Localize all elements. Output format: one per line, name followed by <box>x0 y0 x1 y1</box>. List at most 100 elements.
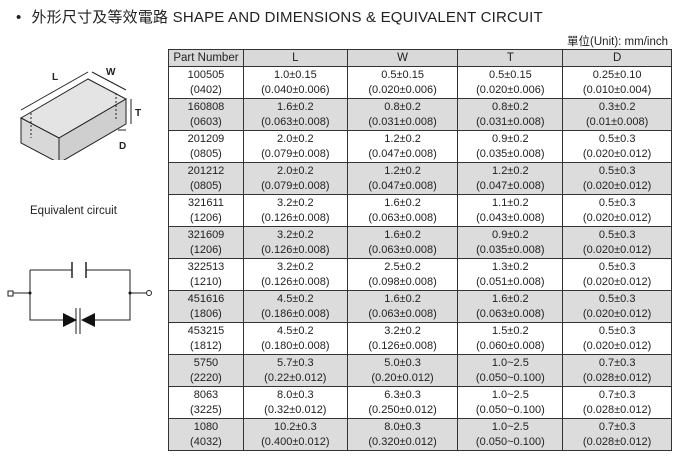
column-header: W <box>346 49 459 67</box>
mm-value: 1.5±0.2 <box>492 324 529 337</box>
inch-value: (0.020±0.012) <box>582 211 652 224</box>
mm-value: 322513 <box>187 260 225 273</box>
cell-part: 8063 (3225) <box>168 386 244 419</box>
cell-w: 2.5±0.2 (0.098±0.008) <box>346 258 459 291</box>
cell-part: 160808 (0603) <box>168 98 244 131</box>
equivalent-circuit-label: Equivalent circuit <box>30 205 117 217</box>
cell-w: 0.5±0.15 (0.020±0.006) <box>346 66 459 99</box>
bullet: • <box>16 9 22 26</box>
cell-w: 5.0±0.3 (0.20±0.012) <box>346 354 459 387</box>
inch-value: (1210) <box>190 275 222 288</box>
mm-value: 5.0±0.3 <box>384 356 421 369</box>
inch-value: (1206) <box>190 243 222 256</box>
inch-value: (0.01±0.008) <box>585 115 649 128</box>
cell-l: 3.2±0.2 (0.126±0.008) <box>242 226 348 259</box>
inch-value: (0.126±0.008) <box>261 243 330 256</box>
cell-l: 4.5±0.2 (0.186±0.008) <box>242 290 348 323</box>
mm-value: 0.5±0.3 <box>598 164 636 177</box>
inch-value: (0.186±0.008) <box>261 307 330 320</box>
cell-d: 0.7±0.3 (0.028±0.012) <box>562 418 672 451</box>
dim-label-l: L <box>52 72 58 83</box>
mm-value: 0.8±0.2 <box>384 100 421 113</box>
table-row: 321609 (1206) 3.2±0.2 (0.126±0.008) 1.6±0.2 (… <box>168 226 672 259</box>
page-title: • 外形尺寸及等效電路 SHAPE AND DIMENSIONS & EQUIVA… <box>16 6 543 27</box>
cell-part: 453215 (1812) <box>168 322 244 355</box>
mm-value: 1.6±0.2 <box>384 196 421 209</box>
cell-l: 8.0±0.3 (0.32±0.012) <box>242 386 348 419</box>
cell-l: 2.0±0.2 (0.079±0.008) <box>242 162 348 195</box>
inch-value: (3225) <box>190 403 222 416</box>
mm-value: 2.0±0.2 <box>277 132 314 145</box>
mm-value: 0.5±0.15 <box>381 68 424 81</box>
mm-value: 1.3±0.2 <box>492 260 529 273</box>
inch-value: (0.047±0.008) <box>368 147 437 160</box>
cell-w: 1.2±0.2 (0.047±0.008) <box>346 162 459 195</box>
mm-value: 0.25±0.10 <box>592 68 642 81</box>
table-row: 322513 (1210) 3.2±0.2 (0.126±0.008) 2.5±0.2 (… <box>168 258 672 291</box>
inch-value: (1812) <box>190 339 222 352</box>
mm-value: 321611 <box>188 196 224 209</box>
cell-l: 3.2±0.2 (0.126±0.008) <box>242 194 348 227</box>
inch-value: (0.079±0.008) <box>261 179 330 192</box>
inch-value: (0.020±0.012) <box>582 339 652 352</box>
inch-value: (0.020±0.006) <box>368 83 437 96</box>
cell-d: 0.5±0.3 (0.020±0.012) <box>562 322 672 355</box>
mm-value: 4.5±0.2 <box>277 324 314 337</box>
inch-value: (0.320±0.012) <box>368 435 437 448</box>
mm-value: 1.0~2.5 <box>491 420 529 433</box>
mm-value: 0.5±0.3 <box>598 324 636 337</box>
inch-value: (0.028±0.012) <box>582 371 652 384</box>
cell-part: 100505 (0402) <box>168 66 244 99</box>
cell-w: 1.6±0.2 (0.063±0.008) <box>346 226 459 259</box>
table-row: 201209 (0805) 2.0±0.2 (0.079±0.008) 1.2±0.2 (… <box>168 130 672 163</box>
cell-t: 1.1±0.2 (0.043±0.008) <box>457 194 564 227</box>
cell-d: 0.5±0.3 (0.020±0.012) <box>562 162 672 195</box>
inch-value: (0.063±0.008) <box>368 307 437 320</box>
mm-value: 1.2±0.2 <box>492 164 529 177</box>
mm-value: 1.6±0.2 <box>492 292 529 305</box>
mm-value: 0.5±0.3 <box>598 196 636 209</box>
mm-value: 1.6±0.2 <box>384 292 421 305</box>
inch-value: (0.050~0.100) <box>475 435 545 448</box>
mm-value: 1.1±0.2 <box>492 196 529 209</box>
inch-value: (0.051±0.008) <box>476 275 545 288</box>
mm-value: 201212 <box>187 164 225 177</box>
cell-part: 322513 (1210) <box>168 258 244 291</box>
mm-value: 0.5±0.3 <box>598 292 636 305</box>
cell-t: 1.5±0.2 (0.060±0.008) <box>457 322 564 355</box>
cell-w: 3.2±0.2 (0.126±0.008) <box>346 322 459 355</box>
mm-value: 5750 <box>193 356 219 369</box>
column-header: Part Number <box>168 49 244 67</box>
mm-value: 10.2±0.3 <box>273 420 317 433</box>
inch-value: (0.020±0.006) <box>476 83 545 96</box>
cell-part: 1080 (4032) <box>168 418 244 451</box>
inch-value: (4032) <box>190 435 222 448</box>
cell-d: 0.5±0.3 (0.020±0.012) <box>562 130 672 163</box>
unit-label: 單位(Unit): mm/inch <box>567 36 668 48</box>
mm-value: 1.0±0.15 <box>273 68 317 81</box>
inch-value: (0805) <box>190 147 222 160</box>
mm-value: 451616 <box>187 292 225 305</box>
cell-part: 5750 (2220) <box>168 354 244 387</box>
mm-value: 3.2±0.2 <box>277 196 314 209</box>
mm-value: 5.7±0.3 <box>277 356 314 369</box>
mm-value: 321609 <box>187 228 225 241</box>
mm-value: 0.5±0.15 <box>488 68 532 81</box>
mm-value: 160808 <box>187 100 225 113</box>
column-header: T <box>457 49 564 67</box>
cell-t: 1.2±0.2 (0.047±0.008) <box>457 162 564 195</box>
mm-value: 0.7±0.3 <box>598 356 636 369</box>
inch-value: (0.043±0.008) <box>476 211 545 224</box>
inch-value: (0.028±0.012) <box>582 403 652 416</box>
inch-value: (0.32±0.012) <box>264 403 327 416</box>
table-row: 201212 (0805) 2.0±0.2 (0.079±0.008) 1.2±0.2 (… <box>168 162 672 195</box>
mm-value: 2.5±0.2 <box>384 260 421 273</box>
cell-part: 201209 (0805) <box>168 130 244 163</box>
mm-value: 0.7±0.3 <box>598 420 636 433</box>
cell-d: 0.5±0.3 (0.020±0.012) <box>562 258 672 291</box>
inch-value: (0.063±0.008) <box>261 115 330 128</box>
inch-value: (0.050~0.100) <box>475 371 545 384</box>
inch-value: (0.250±0.012) <box>368 403 437 416</box>
mm-value: 0.9±0.2 <box>492 228 529 241</box>
cell-l: 1.0±0.15 (0.040±0.006) <box>242 66 348 99</box>
